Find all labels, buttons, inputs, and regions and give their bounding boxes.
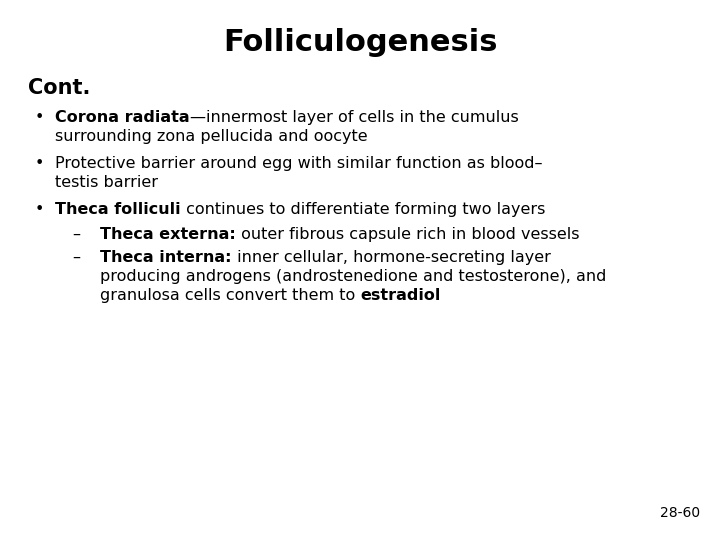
Text: •: • bbox=[35, 110, 45, 125]
Text: Corona radiata: Corona radiata bbox=[55, 110, 189, 125]
Text: estradiol: estradiol bbox=[361, 288, 441, 303]
Text: Cont.: Cont. bbox=[28, 78, 91, 98]
Text: surrounding zona pellucida and oocyte: surrounding zona pellucida and oocyte bbox=[55, 129, 368, 144]
Text: granulosa cells convert them to: granulosa cells convert them to bbox=[100, 288, 361, 303]
Text: 28-60: 28-60 bbox=[660, 506, 700, 520]
Text: Theca interna:: Theca interna: bbox=[100, 250, 232, 265]
Text: –: – bbox=[72, 227, 80, 242]
Text: —innermost layer of cells in the cumulus: —innermost layer of cells in the cumulus bbox=[189, 110, 518, 125]
Text: producing androgens (androstenedione and testosterone), and: producing androgens (androstenedione and… bbox=[100, 269, 606, 284]
Text: Folliculogenesis: Folliculogenesis bbox=[222, 28, 498, 57]
Text: outer fibrous capsule rich in blood vessels: outer fibrous capsule rich in blood vess… bbox=[235, 227, 580, 242]
Text: Theca folliculi: Theca folliculi bbox=[55, 202, 181, 217]
Text: Protective barrier around egg with similar function as blood–: Protective barrier around egg with simil… bbox=[55, 156, 542, 171]
Text: –: – bbox=[72, 250, 80, 265]
Text: inner cellular, hormone-secreting layer: inner cellular, hormone-secreting layer bbox=[232, 250, 550, 265]
Text: Theca externa:: Theca externa: bbox=[100, 227, 235, 242]
Text: •: • bbox=[35, 202, 45, 217]
Text: •: • bbox=[35, 156, 45, 171]
Text: testis barrier: testis barrier bbox=[55, 175, 158, 190]
Text: continues to differentiate forming two layers: continues to differentiate forming two l… bbox=[181, 202, 545, 217]
